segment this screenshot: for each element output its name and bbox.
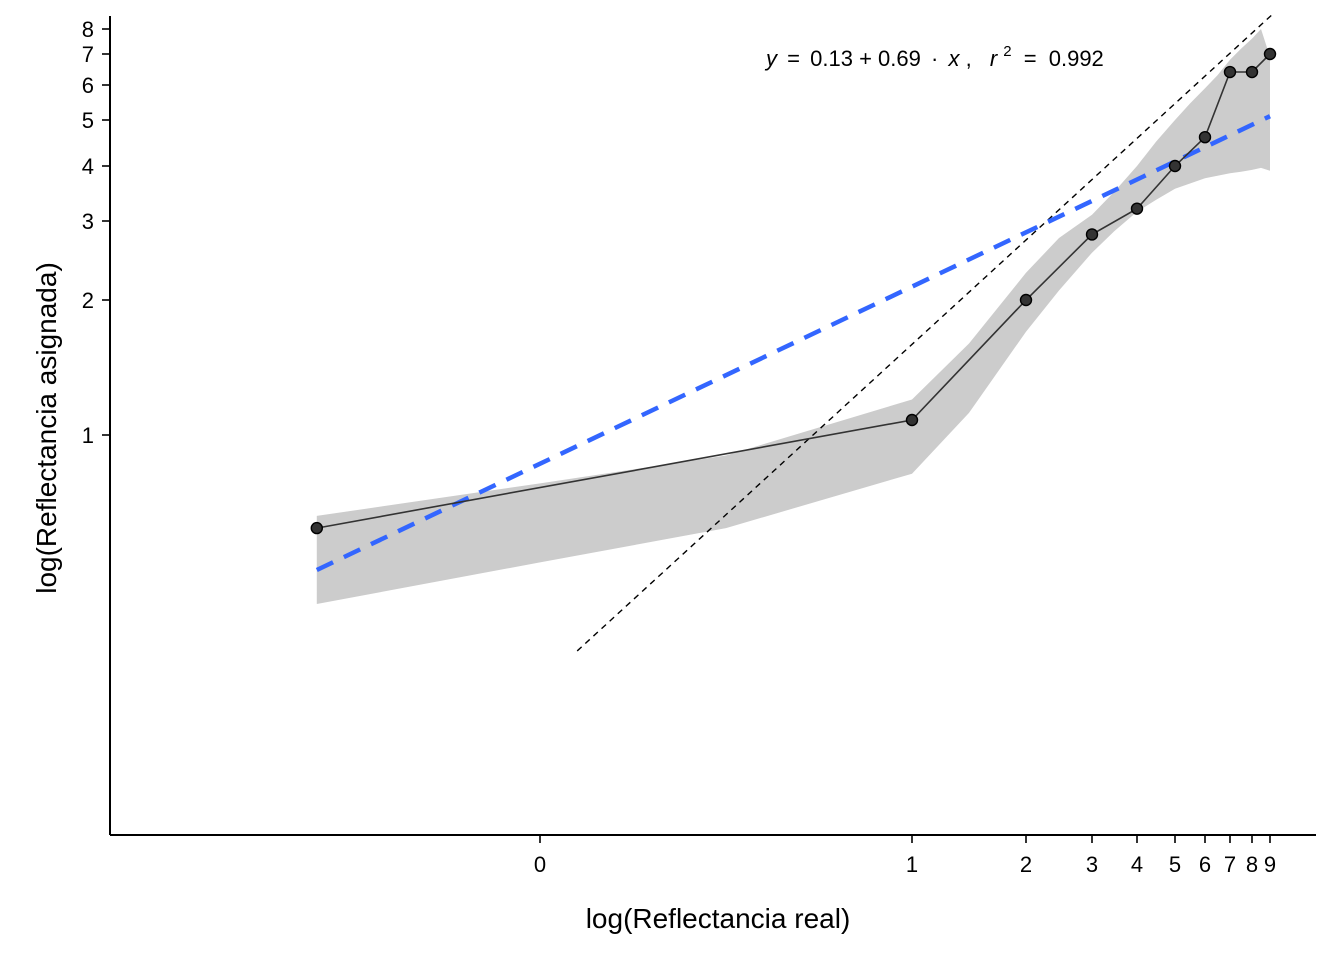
x-tick-label: 7 — [1224, 852, 1236, 877]
identity-line-layer — [576, 12, 1275, 652]
x-tick-label: 4 — [1131, 852, 1143, 877]
x-tick-label: 2 — [1020, 852, 1032, 877]
data-point — [1263, 47, 1277, 61]
data-point — [1223, 65, 1237, 79]
data-point — [1245, 65, 1259, 79]
x-tick-label: 6 — [1199, 852, 1211, 877]
fit-line — [315, 114, 1271, 573]
x-tick-label: 9 — [1264, 852, 1276, 877]
x-tick-label: 5 — [1169, 852, 1181, 877]
fit-line-layer — [315, 114, 1271, 573]
x-tick-label: 0 — [534, 852, 546, 877]
identity-line — [576, 12, 1275, 652]
y-tick-label: 5 — [82, 108, 94, 133]
data-point — [1085, 228, 1099, 241]
y-tick-label: 3 — [82, 209, 94, 234]
y-tick-label: 8 — [82, 17, 94, 42]
series-line — [316, 53, 1271, 529]
x-tick-label: 8 — [1246, 852, 1258, 877]
y-tick-label: 4 — [82, 154, 94, 179]
data-point — [1198, 130, 1212, 144]
x-tick-label: 1 — [906, 852, 918, 877]
data-point — [905, 413, 919, 427]
y-tick-label: 1 — [82, 423, 94, 448]
confidence-band-layer — [316, 29, 1270, 604]
axes-layer — [109, 16, 1316, 836]
y-ticks: 1 2 3 4 5 6 78 — [82, 17, 110, 448]
data-point — [1019, 293, 1033, 307]
data-series-layer — [310, 47, 1277, 535]
data-point — [310, 521, 323, 535]
y-tick-label: 7 — [82, 42, 94, 67]
regression-annotation: y = 0.13 + 0.69 · x , r 2 = 0.992 — [764, 36, 1104, 71]
data-point — [1168, 159, 1182, 173]
y-tick-label: 6 — [82, 73, 94, 98]
x-tick-label: 3 — [1086, 852, 1098, 877]
y-axis-title: log(Reflectancia asignada) — [31, 262, 62, 594]
data-point — [1130, 202, 1144, 215]
confidence-band — [316, 29, 1270, 604]
x-axis-title: log(Reflectancia real) — [586, 903, 851, 934]
y-tick-label: 2 — [82, 288, 94, 313]
